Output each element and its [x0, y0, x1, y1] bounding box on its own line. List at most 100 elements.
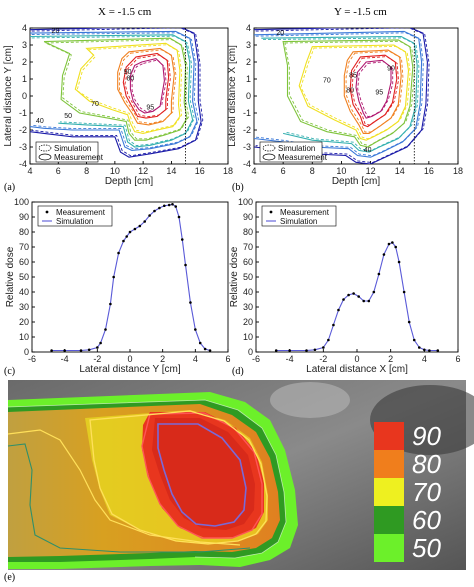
contour-label-90: 90	[124, 69, 132, 76]
y-tick-label: 70	[243, 242, 253, 252]
legend-simulation-swatch	[38, 144, 52, 152]
y-tick-label: 40	[243, 287, 253, 297]
contour-line-green	[7, 443, 251, 553]
contour-sim-70	[298, 44, 410, 141]
measurement-point	[63, 349, 66, 352]
y-tick-label: 3	[246, 40, 251, 50]
contour-meas-90	[124, 54, 171, 118]
measurement-point	[125, 235, 129, 238]
y-tick-label: -1	[243, 108, 251, 118]
colorbar-swatch-50	[374, 534, 404, 562]
contour-meas-20	[31, 28, 204, 157]
measurement-point	[313, 348, 317, 352]
x-tick-label: 8	[84, 166, 89, 176]
y-tick-label: -2	[19, 125, 27, 135]
measurement-point	[387, 242, 391, 246]
panel-c-label: (c)	[4, 366, 16, 377]
contour-label-20: 20	[276, 30, 284, 37]
x-axis-title: Depth [cm]	[105, 176, 154, 187]
x-axis-title: Depth [cm]	[332, 176, 381, 187]
series-simulation-line	[276, 241, 438, 352]
y-tick-label: 10	[243, 332, 253, 342]
y-tick-label: 4	[246, 23, 251, 33]
y-tick-label: 70	[19, 242, 29, 252]
legend-measurement-marker	[269, 210, 273, 214]
contour-meas-50	[262, 37, 420, 152]
colorbar-swatch-80	[374, 450, 404, 478]
measurement-point	[423, 348, 426, 352]
measurement-point	[407, 320, 411, 324]
contour-meas-60	[45, 39, 190, 140]
panel-b-label: (b)	[232, 182, 244, 193]
x-tick-label: -6	[28, 354, 36, 364]
measurement-point	[122, 239, 125, 243]
measurement-point	[143, 220, 146, 223]
legend-simulation-label: Simulation	[280, 217, 317, 226]
measurement-point	[428, 349, 431, 352]
legend-measurement-label: Measurement	[280, 208, 330, 217]
contour-meas-95	[131, 59, 167, 113]
y-tick-label: -4	[243, 159, 251, 169]
measurement-point	[96, 346, 99, 349]
colorbar-label-70: 70	[412, 477, 441, 507]
contour-meas-60	[284, 40, 416, 147]
colorbar-swatch-90	[374, 422, 404, 450]
measurement-point	[342, 298, 345, 301]
x-tick-label: 4	[251, 166, 256, 176]
measurement-point	[357, 295, 360, 298]
contour-label-80: 80	[127, 76, 135, 83]
panel-a-title: X = -1.5 cm	[98, 6, 152, 18]
measurement-point	[208, 349, 212, 352]
measurement-point	[117, 251, 120, 255]
x-tick-label: 14	[166, 166, 176, 176]
y-tick-label: 3	[22, 40, 27, 50]
measurement-point	[50, 349, 53, 352]
y-tick-label: 0	[248, 347, 253, 357]
contour-line-yellow	[89, 410, 268, 545]
x-tick-label: 12	[366, 166, 376, 176]
measurement-point	[99, 341, 102, 345]
measurement-point	[171, 202, 174, 206]
y-axis-title: Relative dose	[229, 246, 240, 307]
contour-meas-70	[300, 45, 411, 140]
contour-meas-90	[351, 56, 399, 126]
measurement-point	[337, 308, 340, 312]
contour-label-95: 95	[375, 89, 383, 96]
legend-measurement-swatch	[38, 153, 52, 161]
y-tick-label: 50	[243, 272, 253, 282]
y-axis-title: Lateral distance X [cm]	[227, 45, 238, 147]
measurement-point	[288, 349, 291, 352]
y-tick-label: 30	[19, 302, 29, 312]
chart-c: -6 -4 -2 0 2 4 60102030405060708090100Lateral …	[5, 197, 231, 375]
colorbar-label-80: 80	[412, 449, 441, 479]
y-tick-label: 100	[238, 197, 253, 207]
measurement-point	[180, 238, 184, 241]
contour-label-85: 85	[349, 72, 357, 79]
measurement-point	[402, 290, 406, 294]
x-tick-label: 8	[310, 166, 315, 176]
panel-b-title: Y = -1.5 cm	[334, 6, 387, 18]
measurement-point	[362, 299, 366, 303]
contour-sim-90	[122, 52, 170, 119]
contour-label-40: 40	[364, 147, 372, 154]
measurement-point	[397, 260, 401, 264]
y-tick-label: 60	[19, 257, 29, 267]
contour-sim-50	[30, 34, 194, 148]
measurement-point	[104, 328, 107, 331]
x-tick-label: -2	[93, 354, 101, 364]
measurement-point	[112, 275, 115, 279]
contour-label-95: 95	[146, 105, 154, 112]
measurement-point	[377, 272, 381, 276]
y-tick-label: -2	[243, 125, 251, 135]
legend-box	[37, 205, 113, 227]
measurement-point	[163, 204, 166, 208]
x-tick-label: 6	[56, 166, 61, 176]
x-tick-label: 2	[160, 354, 165, 364]
y-tick-label: 2	[22, 57, 27, 67]
colorbar-swatch-60	[374, 506, 404, 534]
panel-a-label: (a)	[4, 182, 16, 193]
contour-line-white	[7, 399, 287, 559]
